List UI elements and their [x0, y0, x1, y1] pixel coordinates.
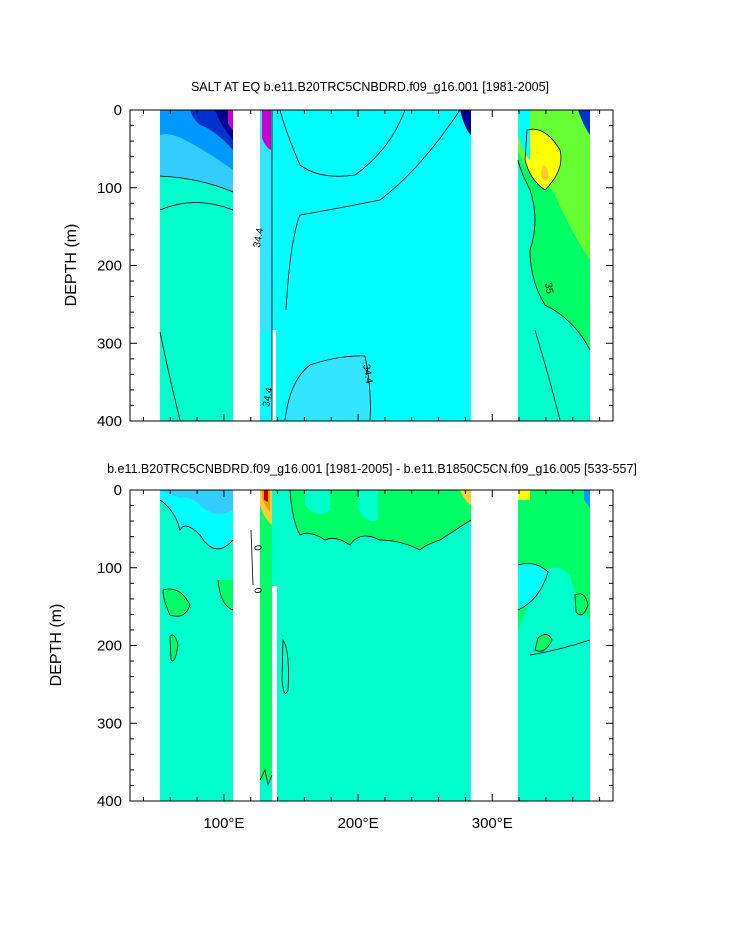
top-contour-6: [285, 109, 461, 311]
bottom-east-gold: [460, 490, 471, 505]
top-contour-labels: 34.4 34.4 34.4 35: [252, 227, 555, 408]
y-tick-label: 100: [97, 560, 122, 577]
bottom-west-blue: [160, 490, 233, 514]
top-contour-11: [534, 329, 561, 421]
bottom-field: [159, 489, 591, 801]
bottom-atlantic-green-2: [575, 593, 588, 615]
top-contour-label: 34.4: [360, 363, 374, 385]
bottom-west-green-2: [218, 580, 233, 610]
top-strait-magenta: [262, 110, 271, 150]
top-atlantic-yellow: [525, 129, 561, 190]
top-contour-label: 35: [542, 282, 555, 295]
bottom-land-maritime: [233, 490, 260, 801]
y-tick-label: 300: [97, 715, 122, 732]
x-tick-label: 200°E: [338, 815, 379, 832]
bottom-surface-green: [290, 490, 471, 550]
bottom-contour-8: [517, 563, 549, 611]
bottom-y-axis-label: DEPTH (m): [48, 604, 65, 687]
y-tick-label: 0: [114, 102, 122, 119]
bottom-west-green-1: [163, 589, 190, 617]
top-contour-3: [159, 331, 181, 421]
bottom-atlantic-yellow: [518, 490, 530, 500]
bottom-contour-10: [534, 634, 553, 652]
top-deep-lens: [285, 355, 371, 420]
bottom-contour-9: [574, 593, 589, 616]
bottom-land-strait: [272, 586, 277, 801]
top-contour-7: [284, 355, 371, 421]
bottom-contour-7: [289, 489, 472, 551]
top-y-axis-label: DEPTH (m): [63, 224, 80, 307]
top-land-strait: [272, 330, 276, 421]
top-strait-fill: [260, 110, 272, 332]
bottom-contour-3: [169, 634, 179, 662]
bottom-contour-12: [250, 529, 254, 586]
y-tick-label: 100: [97, 180, 122, 197]
top-contour-1: [159, 175, 234, 193]
top-contour-label: 34.4: [261, 386, 275, 408]
top-contour-5: [279, 109, 406, 177]
y-tick-label: 200: [97, 638, 122, 655]
bottom-atlantic-green-3: [535, 634, 552, 652]
y-tick-label: 400: [97, 793, 122, 810]
top-east-edge-blue: [460, 110, 471, 135]
bottom-atlantic-cyan: [518, 563, 548, 610]
y-tick-label: 0: [114, 482, 122, 499]
x-tick-label: 100°E: [203, 815, 244, 832]
bottom-strait-green: [260, 490, 272, 780]
panel-top-salt-section: SALT AT EQ b.e11.B20TRC5CNBDRD.f09_g16.0…: [63, 80, 614, 430]
x-tick-label: 300°E: [472, 815, 513, 832]
bottom-atlantic-green: [518, 490, 590, 630]
top-axis: 0 100 200 300 400: [97, 102, 613, 430]
top-contour-8: [517, 159, 536, 251]
bottom-contour-label: 0: [251, 544, 263, 552]
top-contour-label: 34.4: [252, 227, 266, 249]
y-tick-label: 200: [97, 258, 122, 275]
bottom-contour-11: [529, 639, 591, 656]
bottom-atlantic-blue: [584, 490, 590, 508]
top-west-layer-5: [228, 110, 233, 130]
bottom-land-america: [471, 490, 518, 801]
bottom-strait-red: [264, 490, 268, 502]
bottom-contour-label: 0: [251, 587, 263, 595]
top-atlantic-gold: [541, 165, 549, 181]
bottom-contour-labels: 0 0: [251, 544, 263, 595]
top-chart-title: SALT AT EQ b.e11.B20TRC5CNBDRD.f09_g16.0…: [191, 80, 549, 94]
bottom-contour-4: [217, 579, 234, 611]
bottom-contour-2: [162, 588, 191, 617]
bottom-axis: 0 100 200 300 400 100°E 200°E 300°E: [97, 482, 613, 832]
top-atlantic-east-blue: [578, 110, 590, 135]
top-land-maritime: [233, 110, 260, 421]
top-contour-9: [529, 249, 591, 351]
bottom-contour-1: [159, 499, 234, 550]
top-contour-10: [524, 128, 562, 191]
top-field: [159, 109, 591, 421]
y-tick-label: 400: [97, 413, 122, 430]
y-tick-label: 300: [97, 335, 122, 352]
bottom-surface-gap-2: [358, 490, 378, 522]
top-contour-2: [159, 202, 234, 211]
panel-bottom-difference-section: b.e11.B20TRC5CNBDRD.f09_g16.001 [1981-20…: [48, 462, 637, 832]
bottom-contour-5: [259, 768, 273, 787]
bottom-chart-title: b.e11.B20TRC5CNBDRD.f09_g16.001 [1981-20…: [107, 462, 637, 476]
bottom-contour-6: [281, 638, 289, 694]
top-atlantic-west-cyan: [518, 110, 530, 160]
bottom-surface-gap-1: [305, 490, 330, 514]
top-land-america: [471, 110, 518, 421]
top-central-tongue: [260, 110, 470, 310]
